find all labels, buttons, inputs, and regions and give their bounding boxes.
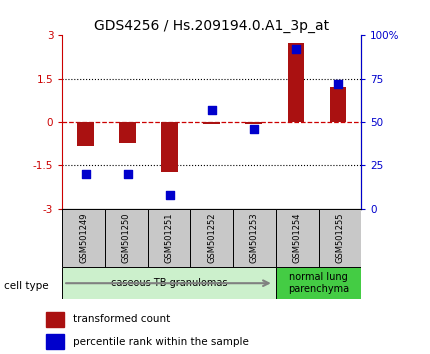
Bar: [119, 122, 136, 143]
Bar: [148, 209, 190, 267]
Text: GSM501250: GSM501250: [122, 213, 131, 263]
Point: [250, 126, 257, 132]
Bar: [105, 209, 148, 267]
Bar: [246, 122, 262, 124]
Text: percentile rank within the sample: percentile rank within the sample: [73, 337, 249, 347]
Bar: [233, 209, 276, 267]
Bar: [319, 209, 361, 267]
Point: [124, 171, 131, 177]
Bar: [288, 44, 304, 122]
Bar: [62, 209, 105, 267]
Text: GSM501252: GSM501252: [207, 213, 216, 263]
Bar: [62, 267, 276, 299]
Text: caseous TB granulomas: caseous TB granulomas: [111, 278, 227, 288]
Title: GDS4256 / Hs.209194.0.A1_3p_at: GDS4256 / Hs.209194.0.A1_3p_at: [94, 19, 329, 33]
Point: [82, 171, 89, 177]
Point: [166, 192, 173, 198]
Point: [335, 81, 341, 87]
Bar: [190, 209, 233, 267]
Bar: [276, 209, 319, 267]
Text: transformed count: transformed count: [73, 314, 170, 324]
Bar: [276, 267, 361, 299]
Point: [209, 107, 215, 113]
Text: GSM501251: GSM501251: [165, 213, 174, 263]
Point: [292, 46, 299, 52]
Text: normal lung
parenchyma: normal lung parenchyma: [288, 272, 349, 294]
Text: cell type: cell type: [4, 281, 49, 291]
Bar: [77, 122, 94, 146]
Bar: [161, 122, 178, 172]
Text: GSM501254: GSM501254: [293, 213, 302, 263]
Text: GSM501249: GSM501249: [79, 213, 88, 263]
Text: GSM501253: GSM501253: [250, 213, 259, 263]
Bar: [330, 87, 347, 122]
Bar: [203, 122, 220, 124]
Bar: [46, 312, 64, 327]
Bar: [46, 334, 64, 349]
Text: GSM501255: GSM501255: [335, 213, 344, 263]
